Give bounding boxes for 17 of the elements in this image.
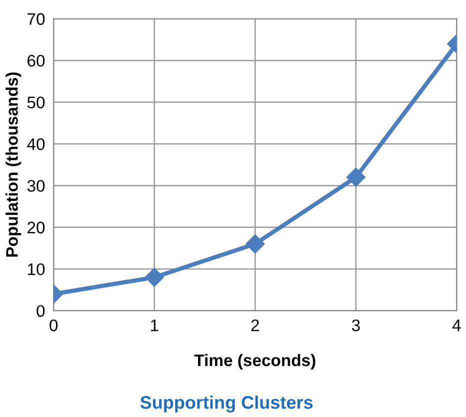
- x-tick-label: 1: [151, 320, 158, 332]
- point: [246, 234, 265, 254]
- y-axis-title: Population (thousands): [6, 72, 22, 257]
- y-tick-label: 10: [28, 263, 45, 276]
- text: Supporting Clusters: [140, 396, 313, 412]
- x-tick-label: 0: [50, 319, 58, 332]
- y-tick-label: 60: [28, 54, 45, 67]
- x-tick-label: 3: [352, 319, 360, 332]
- y-tick-label: 70: [28, 13, 45, 25]
- y-tick-label: 20: [28, 222, 45, 234]
- x-tick-label: 4: [452, 320, 461, 332]
- x-tick-label: 2: [251, 319, 259, 332]
- y-tick-label: 40: [27, 138, 45, 150]
- x-axis-title: Time (seconds): [194, 354, 316, 370]
- y-tick-label: 50: [27, 96, 45, 108]
- y-tick-label: 30: [27, 180, 45, 192]
- y-tick-label: 0: [36, 305, 45, 317]
